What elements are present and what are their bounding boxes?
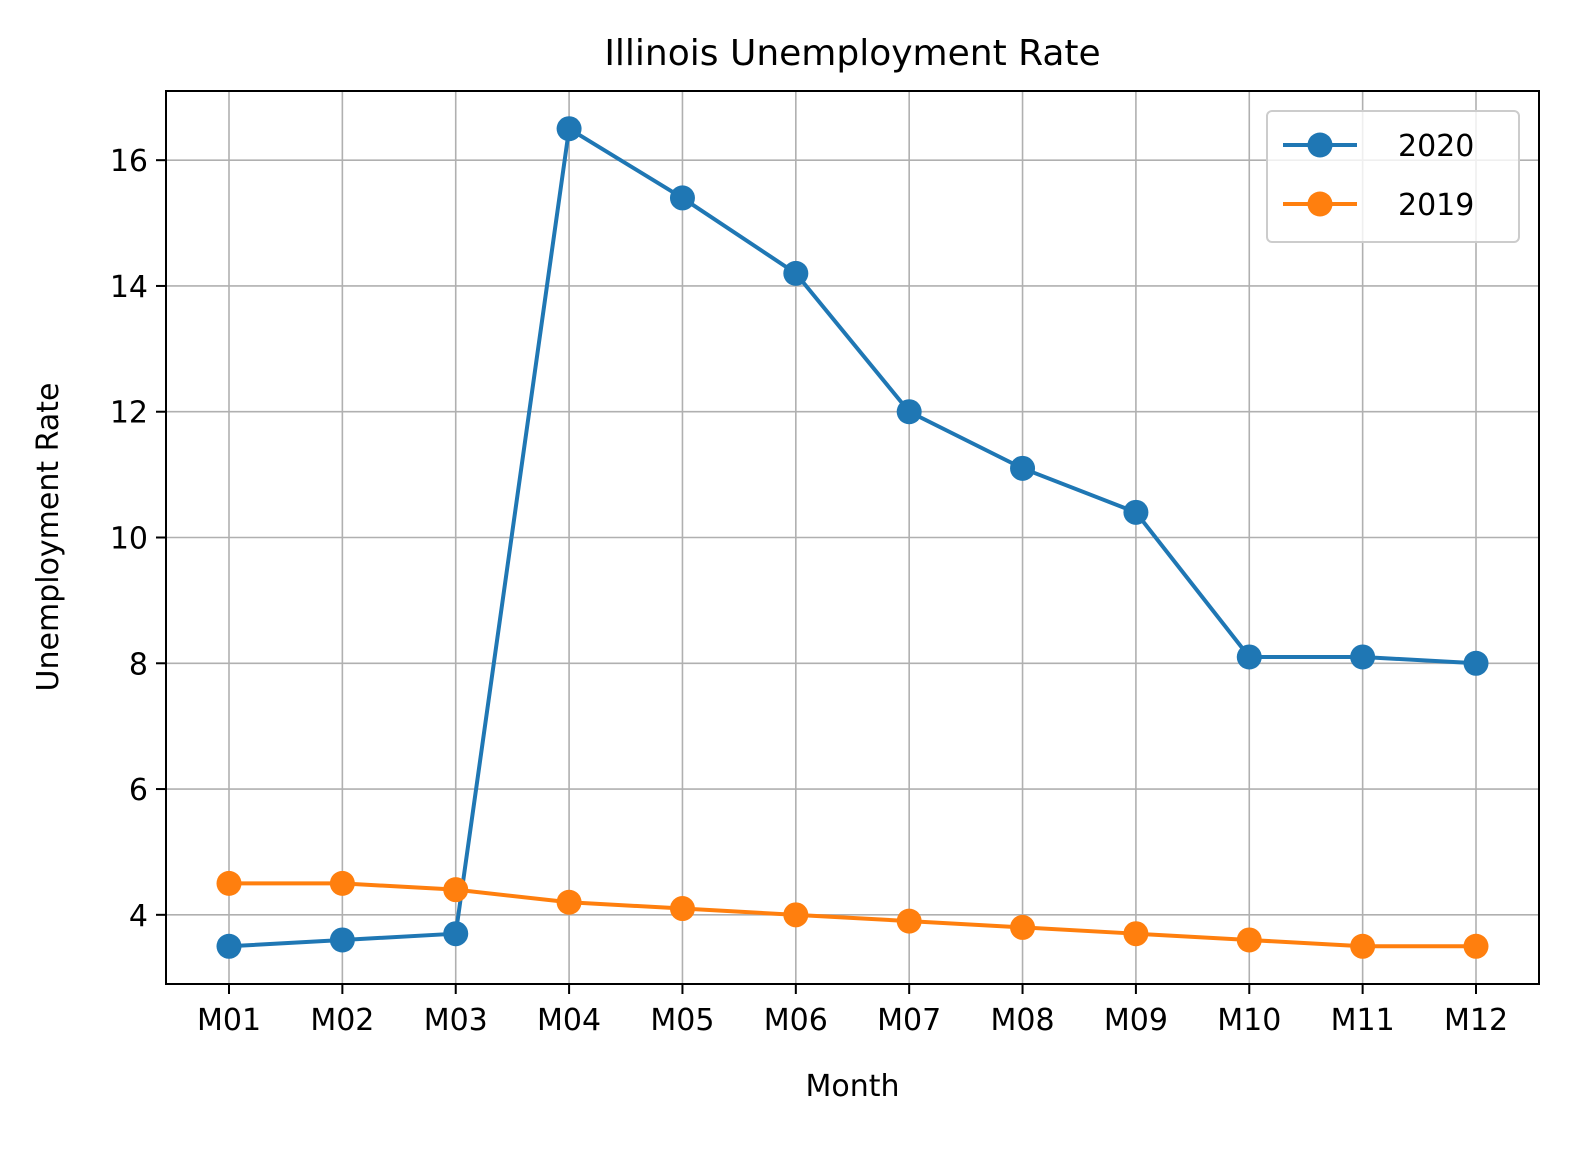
x-tick-label: M11 [1331, 1003, 1395, 1038]
x-tick-label: M09 [1104, 1003, 1168, 1038]
x-tick-label: M04 [537, 1003, 601, 1038]
data-point-2019-M02 [329, 870, 355, 896]
x-tick-label: M10 [1217, 1003, 1281, 1038]
data-point-2019-M06 [783, 902, 809, 928]
data-point-2019-M04 [556, 889, 582, 915]
y-tick-label: 12 [110, 396, 148, 431]
x-tick-label: M12 [1444, 1003, 1508, 1038]
data-point-2019-M07 [896, 908, 922, 934]
y-tick-label: 16 [110, 144, 148, 179]
data-point-2020-M05 [669, 185, 695, 211]
data-point-2020-M04 [556, 116, 582, 142]
data-point-2020-M12 [1463, 650, 1489, 676]
data-point-2019-M09 [1123, 921, 1149, 947]
chart-title: Illinois Unemployment Rate [604, 33, 1100, 74]
data-point-2019-M08 [1010, 914, 1036, 940]
axis-ticks: M01 M02 M03 M04 M05 M06 M07 M08 M09 M10 M11 M12 4 6 8 1… [110, 144, 1508, 1038]
data-point-2019-M05 [669, 896, 695, 922]
y-tick-label: 6 [129, 773, 148, 808]
data-point-2019-M10 [1236, 927, 1262, 953]
legend-label-2020: 2020 [1398, 129, 1474, 164]
x-tick-label: M01 [197, 1003, 261, 1038]
legend: 2020 2019 [1266, 110, 1520, 243]
y-tick-label: 14 [110, 270, 148, 305]
data-point-2020-M08 [1010, 455, 1036, 481]
data-point-2020-M10 [1236, 644, 1262, 670]
x-tick-label: M06 [764, 1003, 828, 1038]
data-point-2019-M03 [443, 877, 469, 903]
data-point-2019-M01 [216, 870, 242, 896]
x-tick-label: M05 [650, 1003, 714, 1038]
series-lines [216, 116, 1489, 959]
data-point-2019-M11 [1350, 933, 1376, 959]
data-point-2020-M07 [896, 399, 922, 425]
legend-item-2020: 2020 [1283, 129, 1474, 164]
y-tick-label: 4 [129, 899, 148, 934]
series-2019 [216, 870, 1489, 959]
y-tick-label: 10 [110, 522, 148, 557]
data-point-2019-M12 [1463, 933, 1489, 959]
legend-marker-2020 [1307, 132, 1333, 158]
x-tick-label: M07 [877, 1003, 941, 1038]
legend-frame [1266, 110, 1520, 243]
plot-area-frame [165, 90, 1540, 985]
legend-label-2019: 2019 [1398, 188, 1474, 223]
series-line-2020 [228, 126, 1477, 949]
y-axis-label: Unemployment Rate [31, 383, 66, 692]
data-point-2020-M11 [1350, 644, 1376, 670]
data-point-2020-M06 [783, 260, 809, 286]
data-point-2020-M09 [1123, 499, 1149, 525]
data-point-2020-M01 [216, 933, 242, 959]
x-tick-label: M03 [424, 1003, 488, 1038]
y-tick-label: 8 [129, 647, 148, 682]
data-point-2020-M02 [329, 927, 355, 953]
series-2020 [216, 116, 1489, 959]
x-axis-label: Month [805, 1069, 899, 1104]
data-point-2020-M03 [443, 921, 469, 947]
x-tick-label: M08 [991, 1003, 1055, 1038]
legend-item-2019: 2019 [1283, 188, 1474, 223]
x-tick-label: M02 [310, 1003, 374, 1038]
legend-marker-2019 [1307, 191, 1333, 217]
series-line-2019 [229, 881, 1476, 949]
